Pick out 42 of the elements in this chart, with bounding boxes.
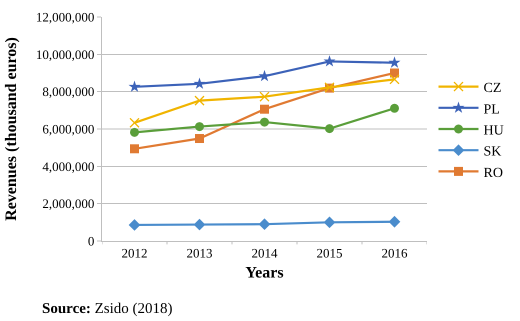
source-note: Source: Zsido (2018) xyxy=(42,301,173,317)
y-tick-label: 4,000,000 xyxy=(42,158,94,174)
point xyxy=(194,218,206,230)
point xyxy=(194,78,206,89)
x-tick-label: 2013 xyxy=(186,246,212,261)
y-tick-label: 2,000,000 xyxy=(42,196,94,212)
x-axis-title: Years xyxy=(245,264,284,282)
legend-label: PL xyxy=(484,102,500,118)
y-tick-label: 6,000,000 xyxy=(42,122,94,137)
y-axis-title: Revenues (thousand euros) xyxy=(2,37,20,221)
point xyxy=(389,74,400,84)
legend-label: CZ xyxy=(484,81,502,96)
point xyxy=(260,118,269,127)
y-tick-label: 0 xyxy=(88,234,94,249)
point xyxy=(195,122,204,132)
x-tick-label: 2012 xyxy=(122,246,148,261)
point xyxy=(388,216,400,228)
point xyxy=(194,95,205,106)
point xyxy=(130,128,139,137)
point xyxy=(388,56,400,68)
y-tick-label: 8,000,000 xyxy=(42,84,94,100)
x-tick-label: 2014 xyxy=(252,246,278,261)
legend-label: RO xyxy=(484,166,503,181)
point xyxy=(324,216,336,228)
legend-label: HU xyxy=(484,123,504,138)
point xyxy=(128,219,140,231)
x-tick-label: 2016 xyxy=(382,246,408,261)
point xyxy=(260,104,269,114)
point xyxy=(130,144,139,154)
point xyxy=(128,80,140,92)
legend-label: SK xyxy=(484,144,502,160)
point xyxy=(324,55,336,67)
y-tick-label: 10,000,000 xyxy=(36,46,94,62)
point xyxy=(325,124,334,134)
x-tick-label: 2015 xyxy=(316,246,342,261)
point xyxy=(129,118,140,128)
point xyxy=(258,218,270,230)
point xyxy=(390,104,399,113)
y-tick-label: 12,000,000 xyxy=(36,10,94,25)
point xyxy=(258,70,270,82)
point xyxy=(259,92,270,102)
point xyxy=(195,134,204,144)
